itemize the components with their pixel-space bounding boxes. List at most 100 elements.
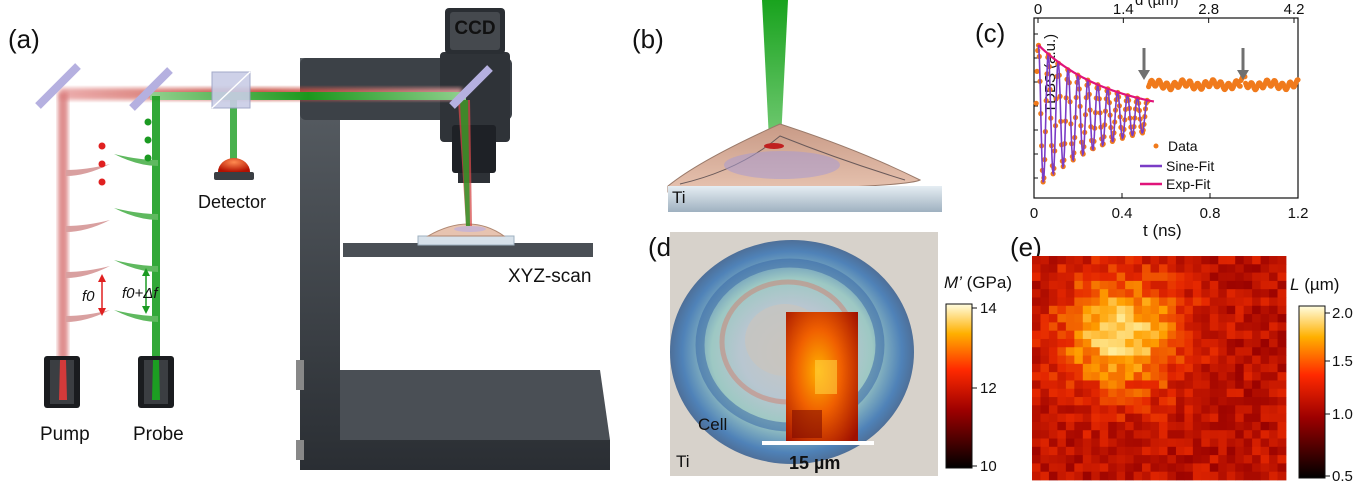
heatmap-cell xyxy=(1167,305,1177,315)
heatmap-cell xyxy=(1159,421,1168,431)
heatmap-cell xyxy=(1116,388,1126,398)
heatmap-cell xyxy=(1142,438,1151,448)
heatmap-cell xyxy=(1167,338,1177,348)
heatmap-cell xyxy=(1235,421,1245,431)
heatmap-cell xyxy=(1159,322,1168,332)
heatmap-cell xyxy=(1133,272,1143,282)
x-tick-label: 1.2 xyxy=(1288,205,1309,222)
heatmap-cell xyxy=(1218,289,1228,298)
heatmap-cell xyxy=(1125,338,1134,348)
heatmap-cell xyxy=(1040,347,1050,356)
heatmap-cell xyxy=(1142,355,1151,365)
heatmap-cell xyxy=(1032,338,1041,348)
heatmap-cell xyxy=(1167,397,1177,406)
heatmap-cell xyxy=(1175,347,1185,356)
heatmap-cell xyxy=(1209,397,1219,406)
heatmap-cell xyxy=(1159,397,1168,406)
f0-delta-f-label: f0+Δf xyxy=(122,285,159,302)
heatmap-cell xyxy=(1099,372,1109,381)
heatmap-cell xyxy=(1252,471,1261,481)
heatmap-cell xyxy=(1065,272,1075,282)
heatmap-cell xyxy=(1159,388,1168,398)
heatmap-cell xyxy=(1150,380,1160,390)
heatmap-cell xyxy=(1192,355,1202,365)
legend-sine: Sine-Fit xyxy=(1166,158,1214,174)
heatmap-cell xyxy=(1040,314,1050,323)
heatmap-cell xyxy=(1243,347,1253,356)
ccd-camera: CCD xyxy=(445,8,505,54)
heatmap-cell xyxy=(1226,305,1236,315)
heatmap-cell xyxy=(1167,372,1177,381)
heatmap-cell xyxy=(1142,421,1151,431)
heatmap-cell xyxy=(1074,264,1084,273)
heatmap-cell xyxy=(1159,372,1168,381)
heatmap-cell xyxy=(1218,338,1228,348)
panel-b: (b) Ti xyxy=(632,0,942,212)
heatmap-cell xyxy=(1209,446,1219,456)
heatmap-cell xyxy=(1192,338,1202,348)
heatmap-cell xyxy=(1082,272,1092,282)
mirror-2 xyxy=(129,67,173,111)
heatmap-cell xyxy=(1252,355,1261,365)
heatmap-cell xyxy=(1125,471,1134,481)
heatmap-cell xyxy=(1142,330,1151,340)
heatmap-cell xyxy=(1260,305,1270,315)
heatmap-cell xyxy=(1184,438,1194,448)
heatmap-cell xyxy=(1040,297,1050,307)
heatmap-cell xyxy=(1099,289,1109,298)
heatmap-cell xyxy=(1184,264,1194,273)
heatmap-cell xyxy=(1260,413,1270,423)
heatmap-cell xyxy=(1218,372,1228,381)
heatmap-cell xyxy=(1048,463,1058,473)
heatmap-cell xyxy=(1091,413,1101,423)
heatmap-cell xyxy=(1167,347,1177,356)
heatmap-cell xyxy=(1167,388,1177,398)
heatmap-cell xyxy=(1175,397,1185,406)
heatmap-cell xyxy=(1260,380,1270,390)
heatmap-cell xyxy=(1260,289,1270,298)
heatmap-cell xyxy=(1209,380,1219,390)
heatmap-cell xyxy=(1201,280,1211,290)
heatmap-cell xyxy=(1269,256,1278,265)
heatmap-cell xyxy=(1142,380,1151,390)
heatmap-cell xyxy=(1159,355,1168,365)
heatmap-cell xyxy=(1277,363,1287,373)
heatmap-cell xyxy=(1116,421,1126,431)
heatmap-cell xyxy=(1277,438,1287,448)
heatmap-cell xyxy=(1048,347,1058,356)
heatmap-cell xyxy=(1159,264,1168,273)
heatmap-cell xyxy=(1175,372,1185,381)
heatmap-cell xyxy=(1108,289,1118,298)
heatmap-cell xyxy=(1260,330,1270,340)
heatmap-cell xyxy=(1175,455,1185,464)
heatmap-cell xyxy=(1218,397,1228,406)
heatmap-cell xyxy=(1082,430,1092,439)
heatmap-cell xyxy=(1133,380,1143,390)
heatmap-cell xyxy=(1040,446,1050,456)
heatmap-cell xyxy=(1091,322,1101,332)
heatmap-cell xyxy=(1074,330,1084,340)
heatmap-cell xyxy=(1048,355,1058,365)
heatmap-cell xyxy=(1116,455,1126,464)
heatmap-cell xyxy=(1192,446,1202,456)
heatmap-cell xyxy=(1277,463,1287,473)
heatmap-cell xyxy=(1167,322,1177,332)
heatmap-cell xyxy=(1091,264,1101,273)
heatmap-cell xyxy=(1159,438,1168,448)
heatmap-cell xyxy=(1184,413,1194,423)
heatmap-cell xyxy=(1125,397,1134,406)
heatmap-cell xyxy=(1175,289,1185,298)
heatmap-cell xyxy=(1243,380,1253,390)
heatmap-cell xyxy=(1192,421,1202,431)
heatmap-cell xyxy=(1125,314,1134,323)
heatmap-cell xyxy=(1260,397,1270,406)
heatmap-cell xyxy=(1048,455,1058,464)
heatmap-cell xyxy=(1048,338,1058,348)
heatmap-cell xyxy=(1099,338,1109,348)
heatmap-cell xyxy=(1277,322,1287,332)
heatmap-cell xyxy=(1040,280,1050,290)
heatmap-cell xyxy=(1260,455,1270,464)
heatmap-cell xyxy=(1277,355,1287,365)
ti-label-d: Ti xyxy=(676,452,690,471)
focused-beam xyxy=(762,0,788,180)
